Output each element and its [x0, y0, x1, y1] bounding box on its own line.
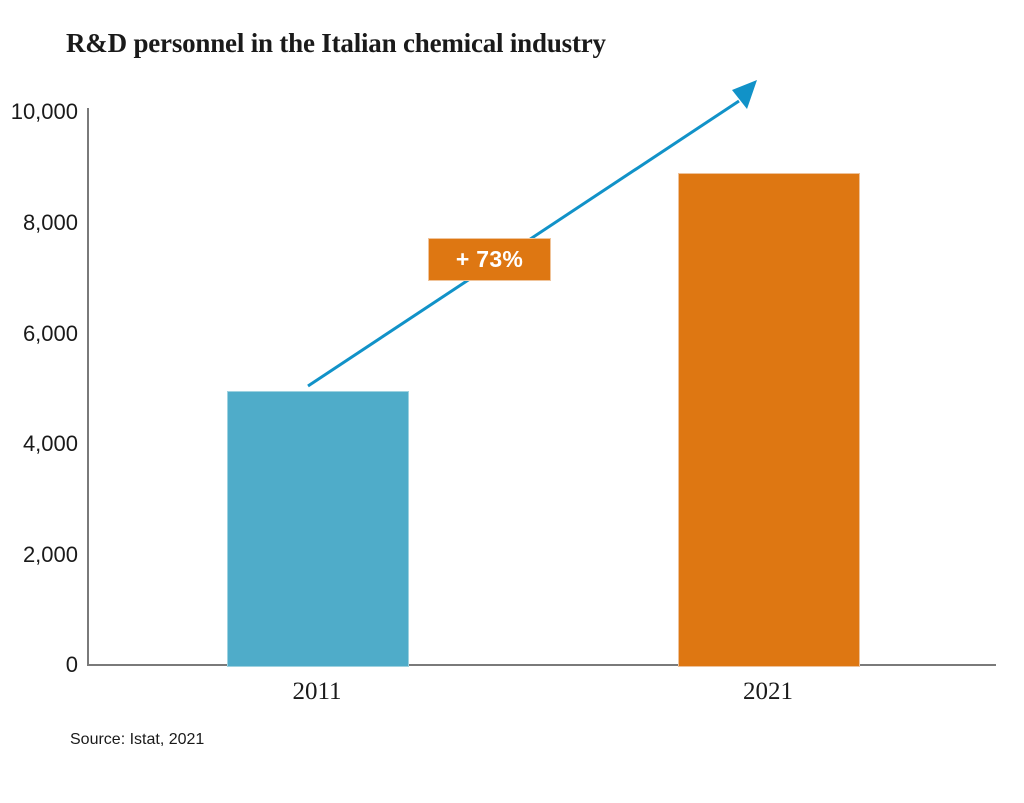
y-tick-label-0: 0	[65, 652, 78, 677]
growth-badge-label: + 73%	[455, 246, 524, 272]
y-tick-label-4000: 4,000	[22, 431, 78, 456]
y-axis-line	[87, 108, 89, 666]
growth-arrow-head-icon	[732, 80, 757, 109]
y-tick-label-8000: 8,000	[22, 210, 78, 235]
x-tick-label-2011: 2011	[292, 678, 342, 705]
source-note: Source: Istat, 2021	[70, 731, 205, 748]
bar-2011[interactable]	[227, 391, 409, 667]
growth-badge: + 73%	[428, 238, 551, 281]
y-tick-label-2000: 2,000	[22, 542, 78, 567]
chart-title: R&D personnel in the Italian chemical in…	[66, 28, 606, 58]
x-tick-label-2021: 2021	[743, 678, 793, 705]
y-tick-label-10000: 10,000	[10, 99, 78, 124]
bar-2021[interactable]	[678, 173, 860, 667]
y-tick-label-6000: 6,000	[22, 321, 78, 346]
x-axis-line	[87, 664, 996, 666]
